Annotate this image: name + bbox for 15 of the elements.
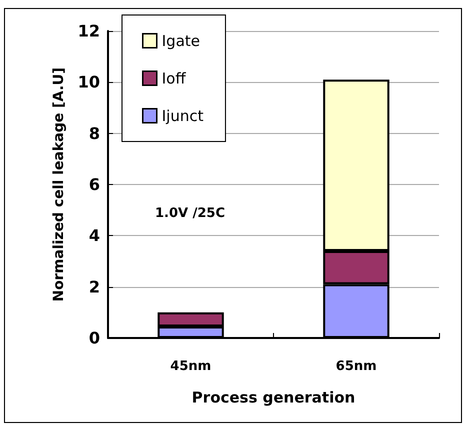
annotation: 1.0V /25C: [155, 206, 225, 221]
y-tick-label: 10: [78, 72, 100, 92]
x-axis-title: Process generation: [192, 388, 356, 406]
y-tick-label: 8: [88, 124, 100, 143]
legend-label: Igate: [162, 32, 200, 50]
y-tick-label: 4: [88, 226, 100, 246]
y-tick-label: 0: [88, 328, 100, 348]
y-tick-label: 6: [88, 175, 100, 194]
legend-label: Ijunct: [162, 106, 204, 125]
legend-label: Ioff: [162, 69, 186, 88]
x-tick-label: 45nm: [170, 359, 212, 374]
x-tick-label: 65nm: [336, 359, 377, 374]
y-tick-label: 2: [88, 277, 100, 296]
y-tick-label: 12: [78, 22, 100, 40]
y-axis-title: Normalized cell leakage [A.U]: [51, 67, 67, 302]
